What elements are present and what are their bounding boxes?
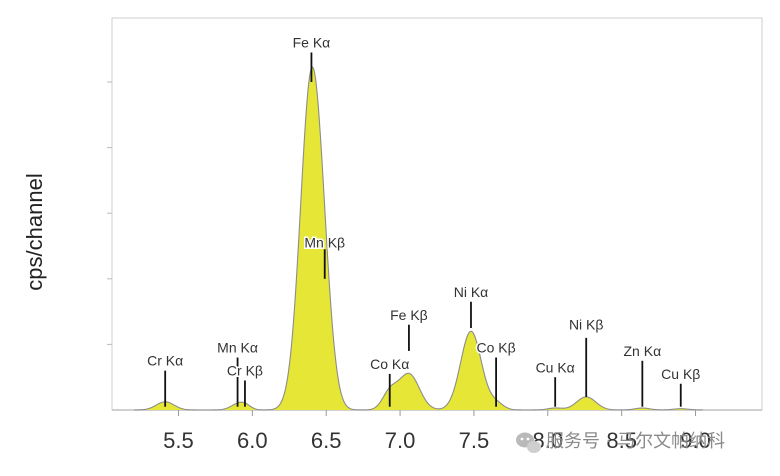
- spectrum-series: [134, 66, 703, 411]
- peak-label: Co Kα: [370, 356, 409, 372]
- peak-annotation: Cr Kα: [146, 351, 185, 407]
- peak-annotation: Co Kα: [369, 355, 411, 407]
- x-tick-label: 6.0: [237, 428, 268, 453]
- peak-label: Fe Kα: [293, 35, 331, 51]
- y-axis-ticks: [107, 81, 112, 345]
- peak-label: Zn Kα: [624, 343, 662, 359]
- peak-annotation: Ni Kα: [452, 282, 490, 328]
- plot-area: [111, 17, 763, 411]
- peak-annotations: Cr Kα Mn Kα Cr Kβ Fe Kα Mn Kβ Co Kα Fe Kβ Ni Kα…: [146, 33, 702, 407]
- x-tick-label: 7.5: [459, 428, 490, 453]
- wechat-icon: [516, 432, 541, 453]
- peak-annotation: Co Kβ: [475, 338, 517, 407]
- x-tick-label: 5.5: [163, 428, 194, 453]
- peak-label: Fe Kβ: [390, 307, 428, 323]
- x-tick-label: 6.5: [311, 428, 342, 453]
- peak-label: Cr Kα: [147, 353, 183, 369]
- peak-label: Mn Kβ: [304, 235, 345, 251]
- peak-annotation: Mn Kβ: [303, 233, 347, 279]
- x-tick-label: 7.0: [385, 428, 416, 453]
- x-axis-ticks: 5.5 6.0 6.5 7.0 7.5 8.0 8.5 9.0: [163, 410, 711, 453]
- peak-annotation: Cu Kα: [534, 358, 576, 407]
- peak-label: Cu Kβ: [661, 366, 700, 382]
- peak-label: Co Kβ: [476, 340, 515, 356]
- peak-annotation: Fe Kα: [291, 33, 332, 82]
- peak-annotation: Cu Kβ: [660, 364, 702, 407]
- peak-label: Ni Kβ: [569, 317, 604, 333]
- watermark: 服务号 · 马尔文帕纳科: [516, 431, 725, 453]
- peak-annotation: Zn Kα: [622, 341, 663, 407]
- spectrum-line: [134, 66, 703, 411]
- y-axis-label: cps/channel: [22, 173, 47, 290]
- watermark-text: 服务号 · 马尔文帕纳科: [546, 431, 725, 452]
- x-tick-label: 9.0: [680, 428, 711, 453]
- y-axis-label-group: cps/channel: [22, 173, 47, 290]
- peak-label: Ni Kα: [454, 284, 489, 300]
- x-tick-label: 8.5: [606, 428, 637, 453]
- peak-annotation: Cr Kβ: [225, 361, 264, 407]
- peak-annotation: Ni Kβ: [567, 315, 605, 397]
- peak-label: Cu Kα: [536, 359, 575, 375]
- peak-annotation: Mn Kα: [216, 338, 259, 407]
- peak-annotation: Fe Kβ: [389, 305, 429, 351]
- peak-label: Cr Kβ: [227, 363, 263, 379]
- spectrum-fill: [134, 67, 703, 410]
- plot-frame: [111, 17, 763, 411]
- peak-label: Mn Kα: [217, 340, 258, 356]
